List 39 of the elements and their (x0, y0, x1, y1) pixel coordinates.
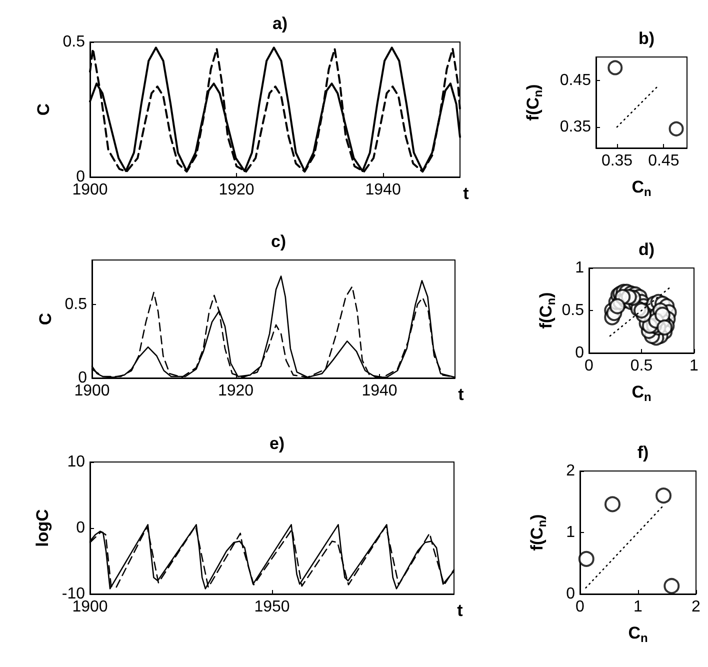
x-tick-label: 1920 (218, 182, 254, 198)
x-axis-title: t (457, 601, 464, 620)
y-axis-title: C (34, 103, 53, 116)
x-tick-label: 1920 (218, 382, 254, 400)
y-tick-label: 0.5 (562, 302, 584, 319)
x-tick-label: 1 (634, 598, 643, 616)
x-tick-label: 1950 (254, 598, 290, 616)
y-axis-title: f(Cn) (528, 514, 549, 551)
y-tick-label: 0.5 (62, 34, 86, 50)
x-tick-label: 2 (692, 598, 701, 616)
y-axis-title: C (36, 312, 55, 326)
y-tick-label: 1 (575, 260, 584, 276)
chart-title: e) (269, 434, 285, 453)
x-tick-label: 1900 (72, 182, 108, 198)
y-axis-title: logC (32, 509, 52, 547)
x-axis-title: t (463, 184, 470, 203)
x-tick-label: 0.5 (630, 358, 653, 374)
y-axis-title: f(Cn) (524, 84, 545, 121)
chart-title: f) (637, 443, 649, 462)
chart-title: b) (638, 29, 655, 48)
y-tick-label: 0.45 (560, 72, 592, 89)
y-tick-label: 0 (566, 586, 576, 602)
chart-title: a) (272, 14, 288, 33)
y-tick-label: 0 (575, 344, 584, 362)
chart-title: c) (270, 232, 286, 251)
x-tick-label: 1900 (74, 382, 110, 400)
y-tick-label: 0.5 (64, 296, 88, 313)
x-tick-label: 1940 (365, 182, 401, 198)
y-tick-label: 10 (67, 454, 86, 470)
x-tick-label: 1940 (362, 382, 398, 400)
chart-title: d) (638, 240, 655, 259)
x-axis-title: t (458, 385, 464, 404)
y-axis-title: f(Cn) (536, 292, 558, 329)
x-tick-label: 1 (690, 358, 699, 374)
y-tick-label: 0.35 (560, 118, 592, 136)
y-tick-label: 1 (566, 524, 576, 541)
y-tick-label: 0 (76, 520, 86, 536)
x-tick-label: 1900 (72, 598, 108, 616)
y-tick-label: 2 (566, 462, 576, 480)
